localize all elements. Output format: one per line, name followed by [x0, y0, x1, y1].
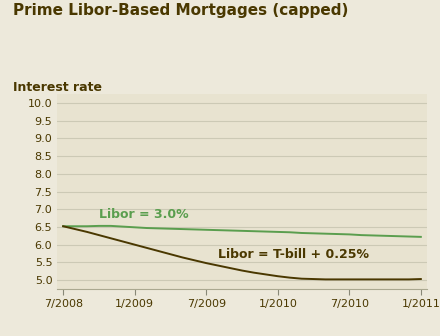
Text: Libor = T-bill + 0.25%: Libor = T-bill + 0.25%: [218, 248, 369, 261]
Text: Prime Libor-Based Mortgages (capped): Prime Libor-Based Mortgages (capped): [13, 3, 348, 18]
Text: Libor = 3.0%: Libor = 3.0%: [99, 208, 189, 221]
Text: Interest rate: Interest rate: [13, 81, 102, 94]
